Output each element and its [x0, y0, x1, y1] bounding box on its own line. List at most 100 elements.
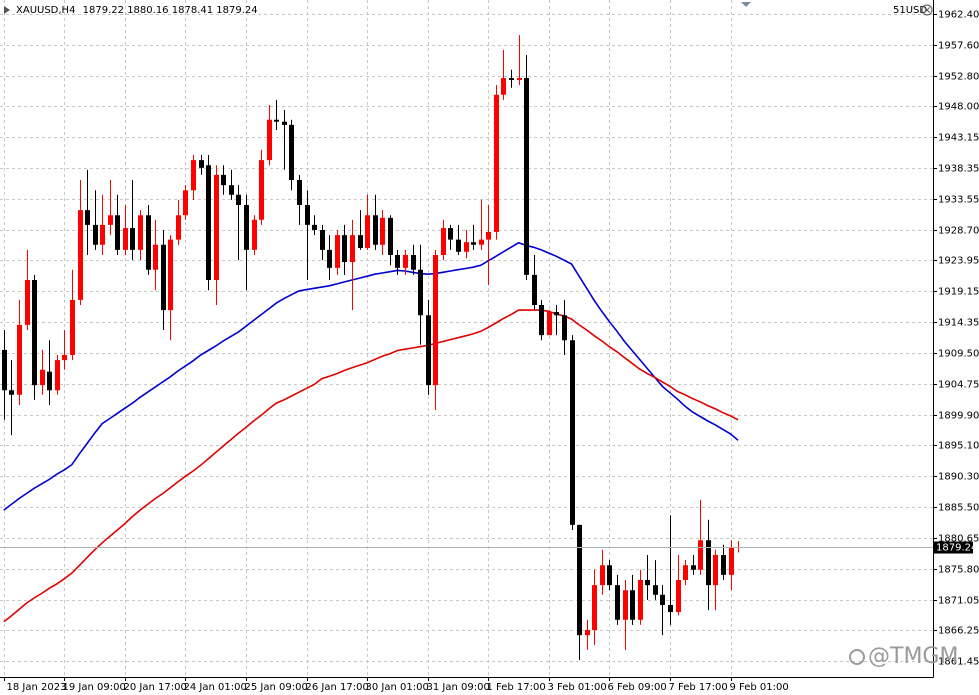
candle-body — [517, 78, 522, 81]
candle-body — [85, 210, 90, 225]
candle-body — [471, 242, 476, 245]
candle-body — [395, 255, 400, 268]
candle-body — [350, 235, 355, 263]
candle-body — [267, 119, 272, 161]
candle-body — [282, 121, 287, 125]
candle-body — [676, 580, 681, 613]
candle-body — [236, 194, 241, 206]
candle-body — [161, 244, 166, 311]
last-price-label: 1879.24 — [936, 543, 977, 554]
y-tick-label: 1943.15 — [938, 133, 979, 144]
candle-body — [501, 78, 506, 95]
candle-body — [176, 215, 181, 240]
candle-body — [252, 219, 257, 250]
x-tick-label: 18 Jan 2023 — [7, 682, 67, 693]
candle-body — [62, 355, 67, 361]
candle-body — [433, 255, 438, 386]
candle-body — [342, 235, 347, 263]
candle-body — [441, 228, 446, 256]
corner-label: 51USD — [893, 5, 927, 16]
candle-body — [183, 190, 188, 216]
candle-body — [698, 540, 703, 570]
candle-body — [130, 228, 135, 250]
candle-body — [40, 369, 45, 386]
candle-body — [32, 280, 37, 386]
candles — [2, 35, 741, 661]
candle-body — [539, 305, 544, 336]
y-tick-label: 1928.70 — [938, 226, 979, 237]
open-value: 1879.22 — [83, 5, 124, 16]
x-tick-label: 1 Feb 17:00 — [487, 682, 546, 693]
candle-body — [146, 215, 151, 270]
y-tick-label: 1861.45 — [938, 657, 979, 668]
candle-body — [78, 210, 83, 300]
candle-body — [100, 224, 105, 245]
candle-body — [577, 524, 582, 636]
header-icon — [4, 6, 10, 14]
candle-body — [524, 78, 529, 275]
candle-body — [123, 228, 128, 250]
candle-body — [486, 231, 491, 240]
y-tick-label: 1895.10 — [938, 441, 979, 452]
candle-body — [320, 230, 325, 250]
close-button[interactable] — [921, 4, 933, 16]
candle-body — [25, 280, 30, 325]
candle-body — [729, 547, 734, 575]
y-tick-label: 1880.65 — [938, 534, 979, 545]
candle-body — [653, 585, 658, 595]
y-tick-label: 1948.00 — [938, 102, 979, 113]
candle-body — [600, 565, 605, 586]
candle-body — [221, 174, 226, 186]
x-tick-label: 31 Jan 09:00 — [427, 682, 490, 693]
moving-averages — [3, 241, 739, 623]
candle-body — [373, 215, 378, 245]
last-price-box — [933, 541, 973, 554]
y-tick-label: 1885.50 — [938, 503, 979, 514]
close-value: 1879.24 — [216, 5, 257, 16]
moving-average-line — [3, 241, 739, 511]
chart-header: XAUUSD,H4 1879.22 1880.16 1878.41 1879.2… — [16, 5, 258, 16]
candle-body — [9, 390, 14, 395]
candle-body — [274, 119, 279, 122]
candle-body — [683, 565, 688, 581]
x-tick-label: 25 Jan 09:00 — [245, 682, 308, 693]
candle-body — [312, 224, 317, 231]
candle-body — [426, 315, 431, 386]
candle-body — [562, 315, 567, 341]
candle-body — [214, 174, 219, 281]
y-tick-label: 1909.50 — [938, 349, 979, 360]
candle-body — [615, 585, 620, 620]
x-tick-label: 6 Feb 09:00 — [608, 682, 667, 693]
candle-body — [607, 565, 612, 586]
candle-body — [93, 224, 98, 245]
x-tick-label: 19 Jan 09:00 — [63, 682, 126, 693]
candle-body — [2, 349, 7, 391]
y-tick-label: 1914.35 — [938, 318, 979, 329]
candle-body — [623, 590, 628, 620]
candle-body — [138, 215, 143, 250]
candle-body — [358, 235, 363, 248]
y-tick-label: 1875.80 — [938, 565, 979, 576]
candle-body — [411, 255, 416, 270]
candle-body — [668, 605, 673, 613]
candle-body — [479, 239, 484, 245]
x-tick-label: 7 Feb 17:00 — [669, 682, 728, 693]
candle-body — [168, 239, 173, 311]
candle-body — [547, 312, 552, 336]
shift-marker[interactable] — [741, 2, 751, 7]
candle-body — [645, 580, 650, 586]
axes: 1962.40 1957.60 1952.80 1948.00 1943.15 1938.… — [0, 10, 979, 693]
candle-body — [199, 160, 204, 168]
candle-body — [327, 249, 332, 268]
x-tick-label: 20 Jan 17:00 — [124, 682, 187, 693]
candle-body — [388, 217, 393, 256]
moving-average-line — [3, 309, 739, 623]
candle-body — [418, 269, 423, 316]
y-tick-label: 1871.05 — [938, 596, 979, 607]
candle-body — [47, 371, 52, 391]
candle-body — [115, 215, 120, 250]
candle-body — [592, 585, 597, 631]
candle-body — [448, 228, 453, 240]
candle-body — [570, 340, 575, 525]
